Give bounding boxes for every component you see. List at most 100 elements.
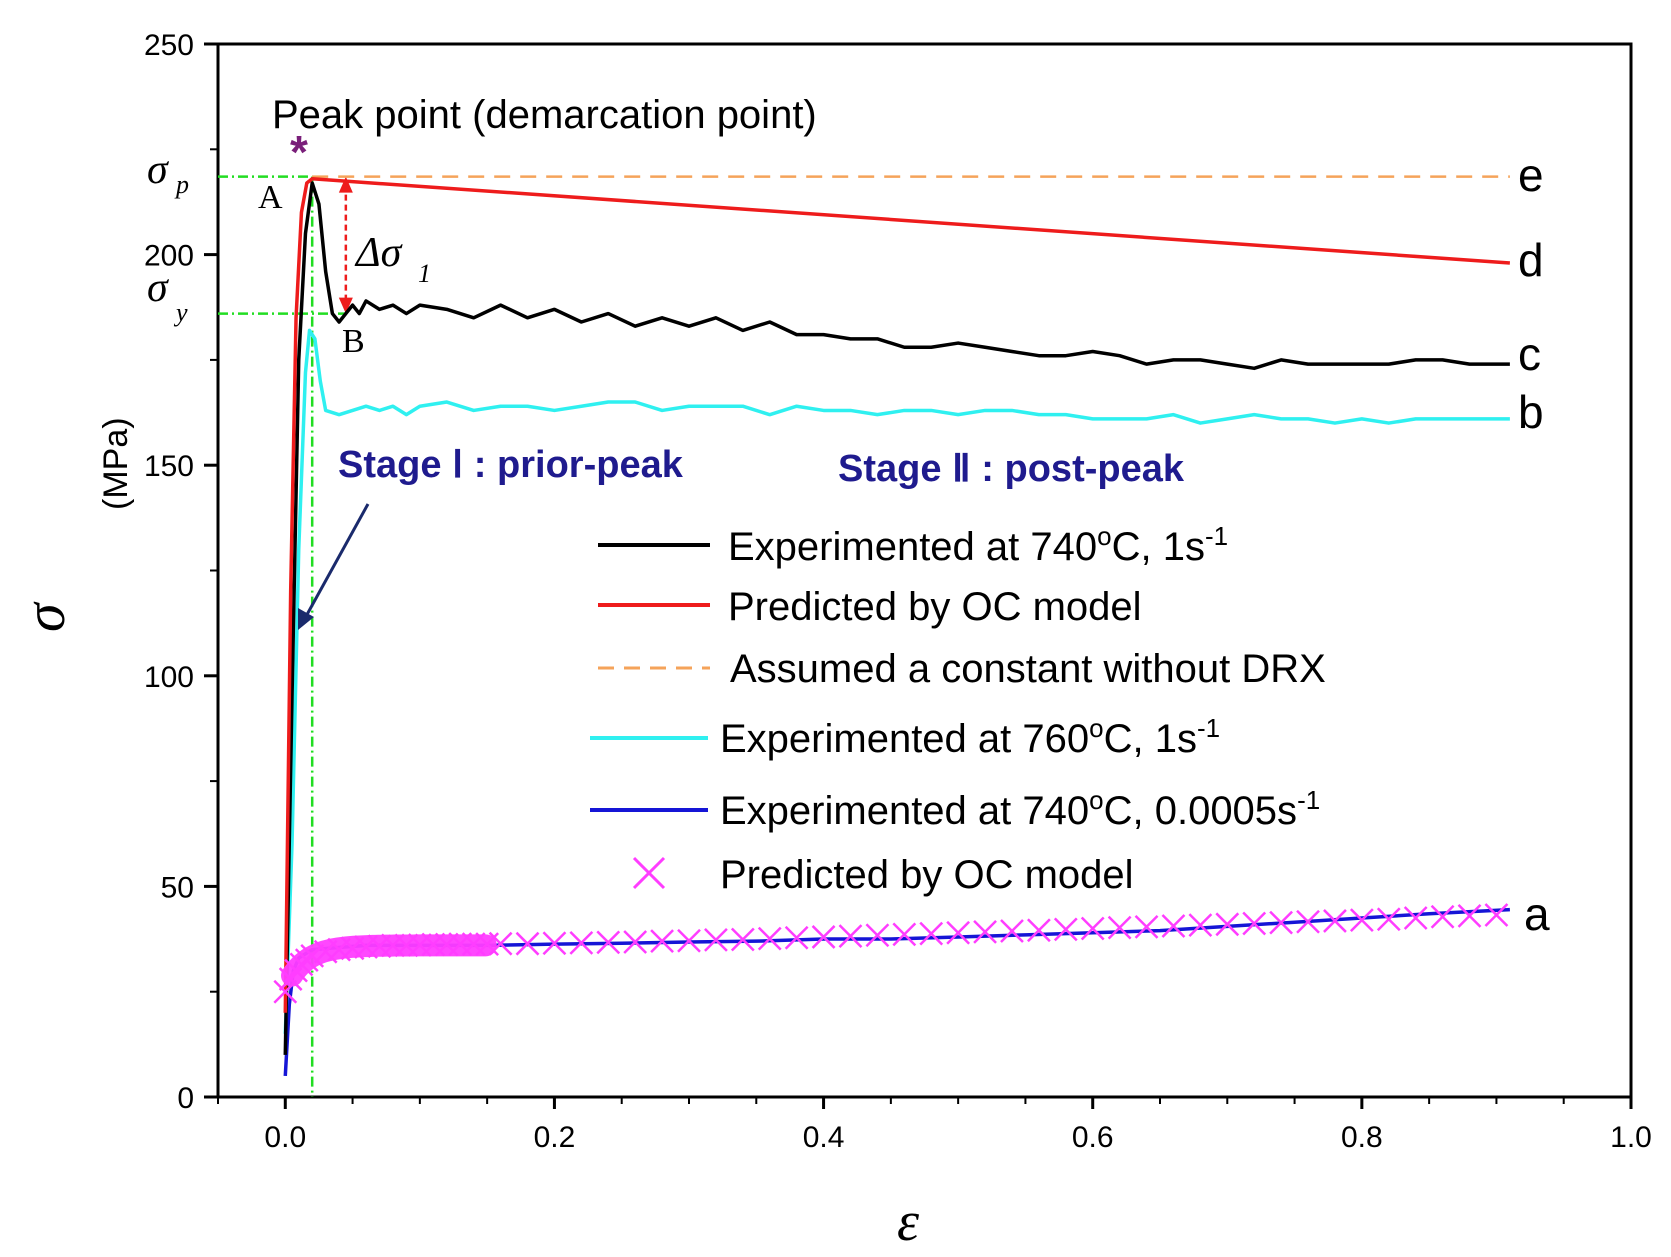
legend-label: Experimented at 760oC, 1s-1 bbox=[720, 713, 1220, 761]
x-marker-stroke bbox=[1484, 903, 1509, 927]
x-marker-stroke bbox=[1053, 917, 1078, 942]
series-predicted-oc-model-markers bbox=[273, 903, 1509, 1004]
y-tick-label: 150 bbox=[144, 450, 194, 483]
x-tick-label: 1.0 bbox=[1610, 1121, 1652, 1154]
data-point-x-marker bbox=[1188, 913, 1213, 938]
x-marker-stroke bbox=[1296, 909, 1320, 934]
series-layer bbox=[273, 175, 1511, 1077]
data-point-x-marker bbox=[515, 931, 540, 956]
y-axis-unit: (MPa) bbox=[97, 417, 135, 510]
legend-item: Predicted by OC model bbox=[632, 853, 1134, 897]
x-marker-stroke bbox=[1430, 904, 1455, 929]
series-line-b bbox=[283, 328, 1510, 1034]
data-point-x-marker bbox=[1296, 909, 1320, 934]
curve-label-e: e bbox=[1518, 149, 1544, 201]
data-point-x-marker bbox=[1000, 919, 1024, 943]
data-point-x-marker bbox=[1161, 914, 1186, 938]
x-tick-label: 0.0 bbox=[264, 1121, 306, 1154]
legend-label: Assumed a constant without DRX bbox=[730, 647, 1326, 691]
dense-marker-band bbox=[281, 934, 497, 987]
axis-ticks bbox=[204, 42, 1633, 1109]
x-marker-stroke bbox=[623, 930, 648, 954]
peak-star-marker: * bbox=[290, 126, 308, 178]
x-tick-label: 0.4 bbox=[803, 1121, 845, 1154]
curve-label-d: d bbox=[1518, 234, 1544, 286]
data-point-x-marker bbox=[1107, 915, 1132, 940]
legend-label: Predicted by OC model bbox=[720, 853, 1134, 897]
data-point-x-marker bbox=[946, 920, 971, 945]
x-marker-stroke bbox=[973, 920, 997, 944]
x-marker-stroke bbox=[1403, 906, 1428, 930]
data-point-x-marker bbox=[1430, 904, 1455, 929]
curve-label-a: a bbox=[1524, 888, 1550, 940]
x-marker-stroke bbox=[1242, 911, 1267, 936]
y-tick-label: 50 bbox=[161, 871, 194, 904]
x-marker-stroke bbox=[757, 926, 782, 951]
legend-label: Experimented at 740oC, 1s-1 bbox=[728, 521, 1228, 569]
stage-1-arrow bbox=[298, 503, 370, 630]
data-point-x-marker bbox=[919, 921, 944, 946]
data-point-x-marker bbox=[1134, 914, 1159, 939]
delta-sigma-arrow-head-bottom bbox=[338, 297, 353, 314]
legend-item: Assumed a constant without DRX bbox=[598, 647, 1326, 691]
x-marker-stroke bbox=[1323, 909, 1347, 933]
data-point-x-marker bbox=[677, 928, 701, 953]
x-tick-labels: 0.0 0.2 0.4 0.6 0.8 1.0 bbox=[264, 1121, 1651, 1154]
data-point-x-marker bbox=[704, 928, 728, 952]
data-point-x-marker bbox=[1457, 904, 1482, 928]
peak-point-label: Peak point (demarcation point) bbox=[272, 93, 817, 137]
series-line-d bbox=[283, 177, 1511, 1013]
sigma-p-subscript: p bbox=[174, 170, 189, 199]
x-marker-stroke bbox=[596, 930, 621, 955]
x-marker-stroke bbox=[1215, 912, 1240, 937]
data-point-x-marker bbox=[730, 927, 755, 952]
x-tick-label: 0.8 bbox=[1341, 1121, 1383, 1154]
legend-item: Predicted by OC model bbox=[598, 585, 1142, 629]
x-marker-stroke bbox=[1376, 907, 1401, 932]
curve-label-b: b bbox=[1518, 386, 1544, 438]
stage-2-label: Stage Ⅱ : post-peak bbox=[838, 448, 1185, 490]
sigma-y-subscript: y bbox=[173, 298, 188, 327]
x-marker-stroke bbox=[542, 931, 567, 956]
series-line-c bbox=[283, 181, 1510, 1055]
data-point-x-marker bbox=[1242, 911, 1267, 936]
y-axis-title: σ bbox=[12, 601, 77, 632]
data-point-x-marker bbox=[569, 930, 594, 955]
data-point-x-marker bbox=[757, 926, 782, 951]
sigma-p-symbol: σ bbox=[147, 147, 170, 193]
point-b-label: B bbox=[342, 323, 365, 360]
data-point-x-marker bbox=[1323, 909, 1347, 933]
x-tick-label: 0.2 bbox=[534, 1121, 576, 1154]
data-point-x-marker bbox=[1484, 903, 1509, 927]
sigma-y-symbol: σ bbox=[147, 265, 170, 311]
x-marker-stroke bbox=[1080, 916, 1105, 941]
legend-item: Experimented at 740oC, 0.0005s-1 bbox=[590, 785, 1320, 833]
x-marker-stroke bbox=[1457, 904, 1482, 928]
legend-label: Predicted by OC model bbox=[728, 585, 1142, 629]
data-point-x-marker bbox=[973, 920, 997, 944]
x-marker-stroke bbox=[704, 928, 728, 952]
x-marker-stroke bbox=[865, 923, 890, 948]
x-marker-stroke bbox=[946, 920, 971, 945]
legend-item: Experimented at 760oC, 1s-1 bbox=[590, 713, 1220, 761]
guide-lines bbox=[218, 175, 353, 1097]
x-marker-stroke bbox=[838, 924, 863, 948]
delta-sigma-arrow-head-top bbox=[338, 176, 353, 193]
y-tick-label: 200 bbox=[144, 240, 194, 273]
x-marker-stroke bbox=[1000, 919, 1024, 943]
x-marker-stroke bbox=[784, 925, 809, 950]
x-marker-stroke bbox=[811, 925, 836, 949]
legend: Experimented at 740oC, 1s-1 Predicted by… bbox=[590, 521, 1326, 897]
data-point-x-marker bbox=[1053, 917, 1078, 942]
delta-sigma-subscript: 1 bbox=[418, 259, 431, 288]
curve-label-c: c bbox=[1518, 328, 1541, 380]
legend-item: Experimented at 740oC, 1s-1 bbox=[598, 521, 1228, 569]
x-marker-stroke bbox=[1188, 913, 1213, 938]
x-marker-stroke bbox=[730, 927, 755, 952]
x-marker-stroke bbox=[1107, 915, 1132, 940]
x-marker-stroke bbox=[1027, 918, 1051, 943]
data-point-x-marker bbox=[1349, 908, 1374, 932]
x-marker-stroke bbox=[569, 930, 594, 955]
y-tick-label: 100 bbox=[144, 661, 194, 694]
